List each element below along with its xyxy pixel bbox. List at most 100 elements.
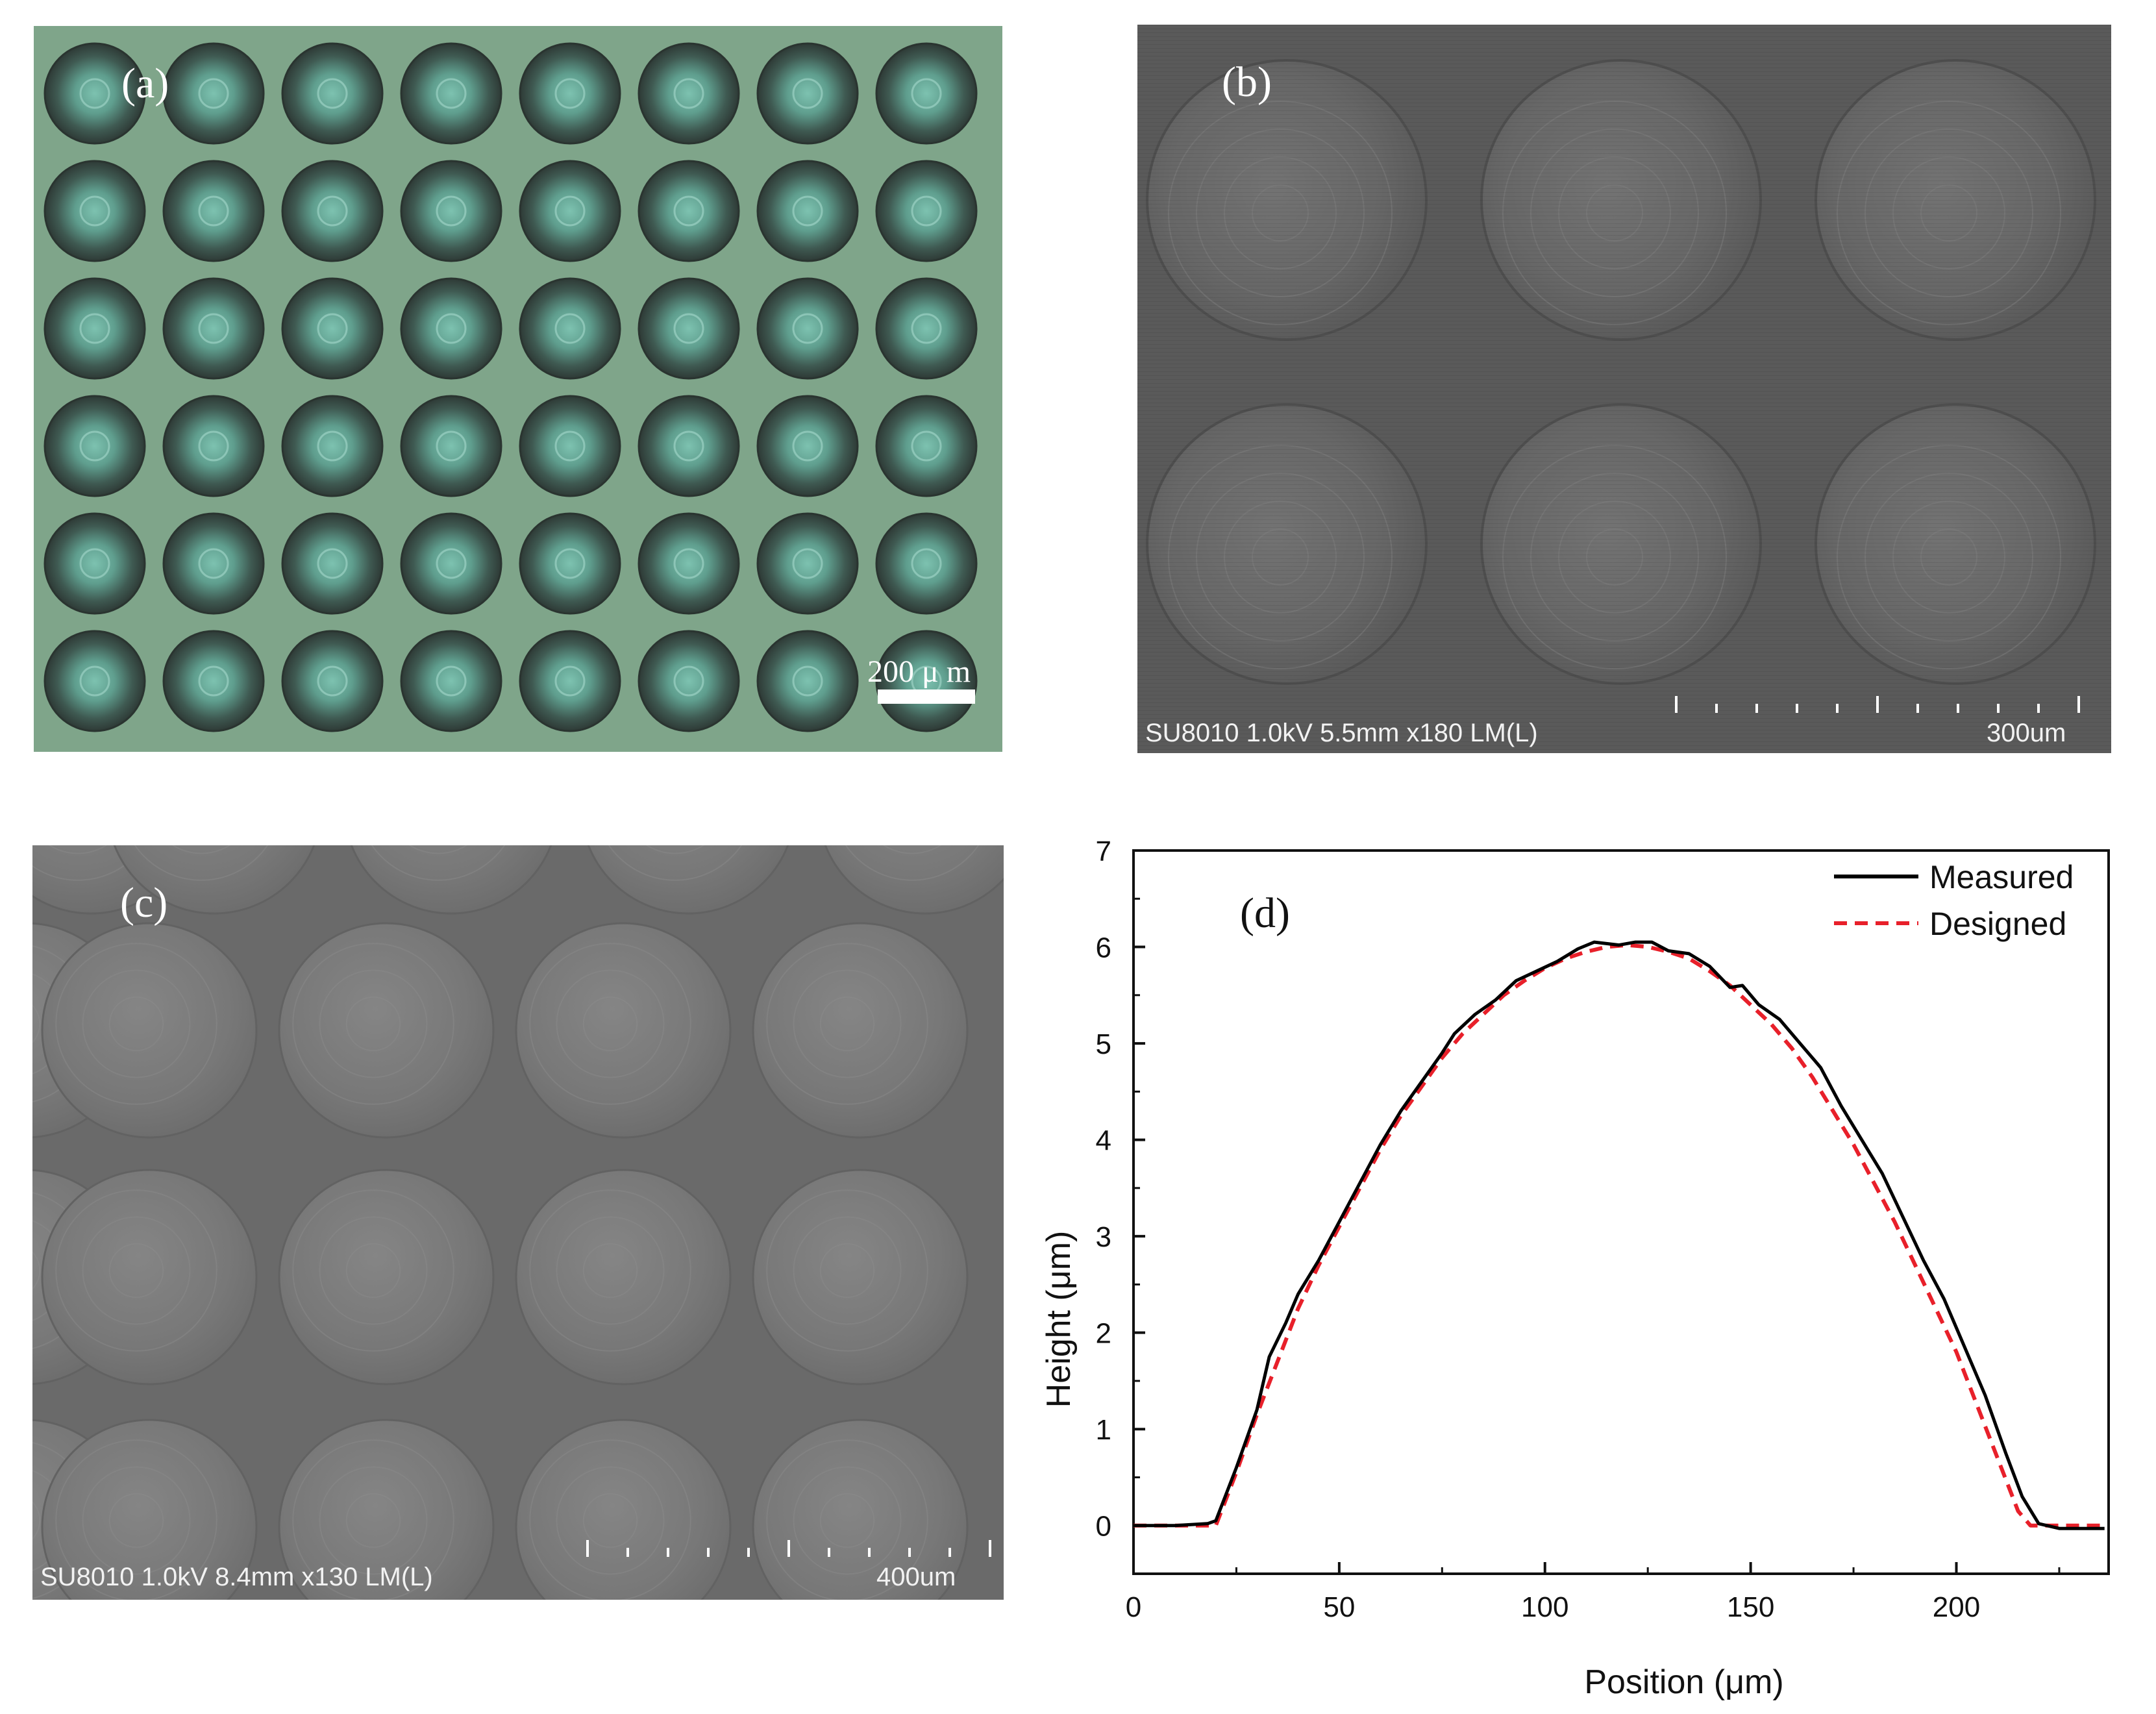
microlens [752, 922, 969, 1139]
panel-c-label: (c) [120, 879, 167, 926]
y-axis-title: Height (μm) [1040, 1231, 1078, 1408]
microlens [281, 512, 384, 615]
microlens [752, 1169, 969, 1385]
microlens [281, 277, 384, 380]
panel-d-label: (d) [1240, 889, 1290, 937]
microlens [875, 395, 978, 497]
microlens [515, 1169, 732, 1385]
sem-image-b: (b) SU8010 1.0kV 5.5mm x180 LM(L) 300um [1137, 25, 2111, 753]
microlens [400, 277, 502, 380]
y-tick-label: 0 [1096, 1511, 1111, 1543]
series-line-measured [1134, 940, 2105, 1530]
microlens [400, 160, 502, 262]
microlens [113, 845, 316, 915]
scale-bar-label: 200 μ m [867, 654, 971, 689]
y-tick-label: 5 [1096, 1028, 1111, 1060]
microlens [756, 630, 859, 732]
sem-scale-ticks [586, 1540, 991, 1557]
panel-c-sem-image: (c) SU8010 1.0kV 8.4mm x130 LM(L) 400um [32, 845, 1004, 1600]
panel-d-height-profile-chart: 0 50 100 150 200 0 1 2 3 4 5 6 7 Measured Designed (d… [1013, 818, 2156, 1714]
chart-series [1134, 940, 2105, 1530]
microlens [41, 1419, 258, 1600]
microlens [519, 42, 621, 145]
microlens [519, 630, 621, 732]
x-tick-label: 50 [1323, 1591, 1355, 1623]
x-tick-label: 150 [1727, 1591, 1774, 1623]
legend-label: Measured [1929, 859, 2074, 895]
microlens [587, 845, 789, 915]
microlens [43, 630, 146, 732]
microlens [162, 42, 265, 145]
microlens [515, 922, 732, 1139]
sem-info-text: SU8010 1.0kV 5.5mm x180 LM(L) [1145, 719, 1538, 747]
chart-axes: 0 50 100 150 200 0 1 2 3 4 5 6 7 [1096, 836, 2110, 1623]
microlens [162, 160, 265, 262]
series-line-designed [1134, 943, 2105, 1528]
microlens [638, 160, 740, 262]
microlens [638, 277, 740, 380]
microlens [400, 512, 502, 615]
microlens [278, 922, 495, 1139]
microlens [638, 512, 740, 615]
chart-legend: Measured Designed [1834, 859, 2074, 942]
x-tick-label: 0 [1126, 1591, 1141, 1623]
microlens [281, 630, 384, 732]
sem-scale-label: 400um [876, 1563, 956, 1591]
microlens [752, 1419, 969, 1600]
microlens [43, 160, 146, 262]
microlens [519, 512, 621, 615]
microlens-array [32, 845, 1004, 1600]
plot-frame [1132, 849, 2110, 1575]
microlens [162, 512, 265, 615]
microlens [43, 42, 146, 145]
microlens [756, 395, 859, 497]
microlens [278, 1419, 495, 1600]
microlens [638, 42, 740, 145]
microlens [278, 1169, 495, 1385]
microlens [400, 42, 502, 145]
microlens [350, 845, 552, 915]
panel-b-sem-image: (b) SU8010 1.0kV 5.5mm x180 LM(L) 300um [1137, 25, 2111, 753]
y-tick-label: 2 [1096, 1318, 1111, 1350]
microlens [875, 277, 978, 380]
sem-image-c: (c) SU8010 1.0kV 8.4mm x130 LM(L) 400um [32, 845, 1004, 1600]
microlens [519, 277, 621, 380]
microlens [41, 1169, 258, 1385]
microlens [43, 512, 146, 615]
microlens [515, 1419, 732, 1600]
y-tick-label: 7 [1096, 836, 1111, 867]
microlens [400, 630, 502, 732]
sem-scale-ticks [1675, 696, 2080, 713]
microlens [519, 395, 621, 497]
microlens [281, 42, 384, 145]
microlens-array [43, 42, 978, 732]
microlens [400, 395, 502, 497]
microlens [41, 922, 258, 1139]
microlens [43, 395, 146, 497]
microlens [281, 395, 384, 497]
x-tick-label: 100 [1521, 1591, 1568, 1623]
microlens [162, 630, 265, 732]
y-tick-label: 3 [1096, 1221, 1111, 1253]
microlens [162, 277, 265, 380]
microlens [875, 630, 978, 732]
x-tick-label: 200 [1933, 1591, 1980, 1623]
profile-chart: 0 50 100 150 200 0 1 2 3 4 5 6 7 Measured Designed (d… [1040, 836, 2110, 1701]
microlens [281, 160, 384, 262]
y-tick-label: 1 [1096, 1414, 1111, 1446]
microlens [875, 512, 978, 615]
microlens [875, 42, 978, 145]
microlens [162, 395, 265, 497]
sem-scale-label: 300um [1987, 719, 2066, 747]
optical-micrograph-image: (a) 200 μ m [34, 26, 1002, 752]
panel-b-label: (b) [1222, 58, 1272, 106]
microlens [43, 277, 146, 380]
legend-label: Designed [1929, 906, 2066, 942]
microlens [519, 160, 621, 262]
sem-info-text: SU8010 1.0kV 8.4mm x130 LM(L) [40, 1563, 433, 1591]
micrograph-background [34, 26, 1002, 752]
panel-a-optical-micrograph: (a) 200 μ m [34, 26, 1002, 752]
y-tick-label: 6 [1096, 932, 1111, 964]
microlens [875, 160, 978, 262]
microlens [756, 277, 859, 380]
